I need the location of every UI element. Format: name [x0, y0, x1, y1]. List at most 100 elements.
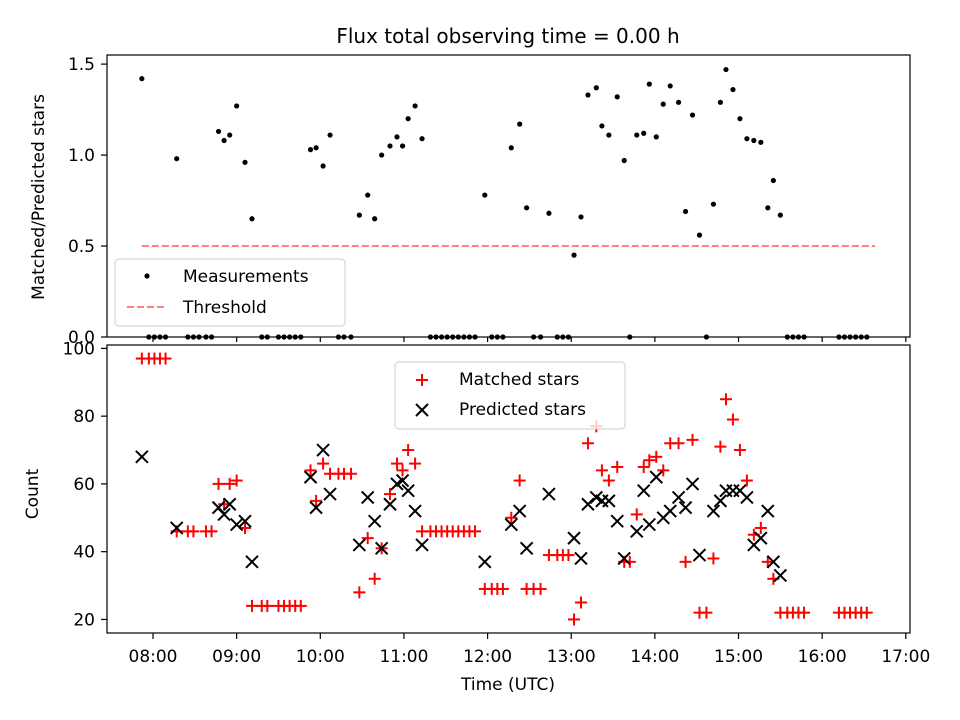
predicted-star-point: [706, 504, 721, 518]
predicted-star-point: [610, 514, 624, 528]
bottom-y-tick-label: 60: [73, 475, 95, 495]
matched-star-point: [469, 525, 482, 538]
measurement-point: [215, 128, 222, 135]
measurement-point: [765, 205, 771, 211]
predicted-star-point: [323, 487, 337, 501]
predicted-star-point: [303, 470, 318, 484]
matched-star-point: [344, 467, 357, 480]
matched-star-point: [574, 596, 587, 609]
bottom-y-tick-label: 100: [63, 339, 95, 359]
predicted-star-point: [637, 483, 651, 498]
measurement-point: [508, 145, 514, 151]
measurement-point: [758, 139, 764, 145]
predicted-star-point: [761, 504, 775, 518]
bottom-y-tick-label: 20: [73, 610, 95, 630]
bottom-x-tick-label: 13:00: [547, 647, 596, 667]
measurement-point: [249, 216, 255, 222]
predicted-star-point: [222, 497, 237, 511]
predicted-star-point: [671, 490, 686, 505]
predicted-star-point: [309, 500, 323, 515]
matched-star-point: [310, 494, 323, 507]
bottom-x-tick-label: 15:00: [714, 647, 763, 667]
predicted-star-point: [135, 450, 149, 464]
matched-star-point: [637, 460, 650, 473]
top-y-tick-label: 0.0: [68, 328, 95, 348]
predicted-star-point: [678, 500, 693, 515]
measurement-point: [412, 103, 418, 109]
measurement-point: [234, 103, 240, 109]
bottom-xlabel: Time (UTC): [460, 675, 555, 695]
measurement-point: [356, 212, 362, 218]
predicted-star-point: [229, 517, 244, 532]
matched-star-point: [534, 582, 547, 595]
matched-star-point: [623, 555, 636, 568]
legend-matched-label: Matched stars: [459, 370, 579, 390]
matched-star-point: [390, 457, 403, 470]
matched-star-point: [368, 572, 381, 585]
matched-star-point: [733, 444, 746, 457]
matched-star-point: [223, 477, 236, 490]
measurement-point: [737, 116, 743, 122]
bottom-legend: Matched stars Predicted stars: [394, 361, 626, 430]
measurement-point: [571, 252, 577, 258]
matched-star-point: [595, 464, 608, 477]
measurement-point: [653, 134, 659, 140]
measurement-point: [394, 134, 400, 140]
measurement-point: [717, 99, 724, 105]
measurement-point: [689, 112, 696, 118]
bottom-y-tick-label: 80: [73, 407, 95, 427]
predicted-star-point: [408, 504, 422, 518]
predicted-star-point: [542, 487, 556, 501]
matched-star-point: [505, 511, 518, 524]
top-title: Flux total observing time = 0.00 h: [336, 24, 679, 48]
bottom-x-tick-label: 16:00: [798, 647, 847, 667]
predicted-star-point: [415, 538, 429, 552]
predicted-star-point: [383, 497, 397, 511]
matched-star-point: [261, 599, 274, 612]
measurement-point: [546, 210, 552, 216]
matched-star-point: [611, 460, 624, 473]
measurement-point: [593, 85, 599, 91]
measurement-point: [675, 99, 682, 105]
predicted-star-point: [245, 555, 259, 569]
top-y-tick-label: 0.5: [68, 237, 95, 257]
predicted-star-point: [360, 490, 375, 505]
measurement-point: [744, 136, 750, 142]
predicted-star-point: [617, 551, 631, 566]
bottom-x-tick-label: 17:00: [881, 647, 930, 667]
matched-star-point: [513, 474, 526, 487]
predicted-star-point: [374, 541, 389, 556]
bottom-axes-frame: [106, 344, 911, 634]
measurement-point: [777, 212, 783, 218]
top-y-ticks: 0.0 0.5 1.0 1.5: [68, 55, 107, 348]
matched-star-point: [700, 606, 713, 619]
predicted-star-point: [663, 504, 677, 518]
top-y-tick-label: 1.5: [68, 55, 95, 75]
predicted-star-point: [169, 521, 184, 535]
measurement-point: [606, 132, 612, 138]
bottom-x-tick-label: 14:00: [630, 647, 679, 667]
measurement-point: [710, 201, 717, 207]
measurement-point: [517, 121, 523, 127]
predicted-star-point: [602, 494, 616, 508]
measurement-point: [730, 86, 736, 93]
measurement-point: [660, 101, 666, 107]
top-axes-frame: [106, 54, 911, 338]
matched-star-point: [672, 437, 685, 450]
predicted-star-point: [238, 514, 252, 528]
measurement-point: [365, 192, 371, 198]
measurement-point: [634, 132, 640, 138]
matched-star-point: [754, 521, 767, 534]
matched-star-point: [187, 525, 200, 538]
legend-measurements-label: Measurements: [183, 267, 309, 287]
matched-star-point: [707, 552, 720, 565]
matched-star-point: [402, 444, 415, 457]
predicted-star-point: [642, 517, 657, 532]
matched-star-point: [686, 433, 699, 446]
bottom-x-tick-label: 08:00: [129, 647, 178, 667]
predicted-star-point: [217, 507, 231, 522]
matched-star-point: [568, 613, 581, 626]
matched-star-point: [714, 440, 727, 453]
top-legend: Measurements Threshold: [114, 258, 346, 327]
